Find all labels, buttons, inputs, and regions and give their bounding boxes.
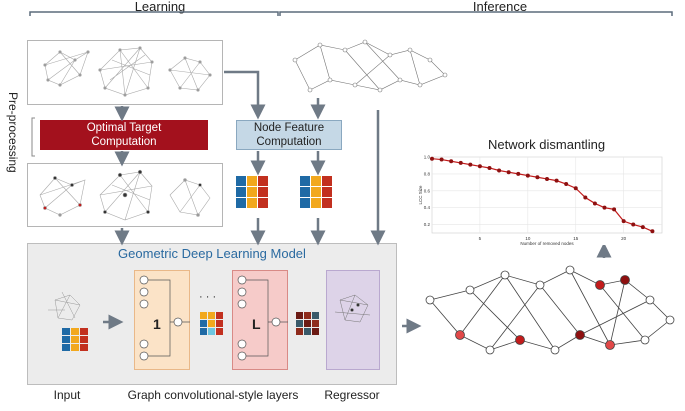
learning-bracket xyxy=(29,11,279,16)
regressor-label: Regressor xyxy=(324,388,380,402)
data-point xyxy=(592,201,597,206)
gdl-model-title: Geometric Deep Learning Model xyxy=(118,246,306,261)
data-point xyxy=(650,229,655,234)
data-point xyxy=(525,173,530,178)
y-tick-label: 0.4 xyxy=(424,205,431,210)
y-tick-label: 0.2 xyxy=(424,222,431,227)
data-point xyxy=(554,178,559,183)
labeled-graph-1 xyxy=(39,176,86,217)
y-axis-label: LCC Size xyxy=(418,185,423,205)
preprocessing-bracket xyxy=(31,117,35,157)
data-point xyxy=(497,168,502,173)
lcc-chart: 5 10 15 20 1.0 0.8 0.6 0.4 0.2 Number of removed … xyxy=(418,153,668,245)
node-feature-label: Node Feature Computation xyxy=(253,122,325,148)
output-feature-matrix xyxy=(296,312,319,335)
feature-matrix-1 xyxy=(236,176,268,208)
layers-ellipsis: · · · xyxy=(199,291,217,303)
input-graph xyxy=(48,291,81,321)
data-point xyxy=(545,176,549,181)
inference-bracket xyxy=(279,11,673,16)
layer-last-nodes xyxy=(237,275,288,361)
layers-label: Graph convolutional-style layers xyxy=(127,388,299,402)
data-point xyxy=(602,205,607,210)
dismantled-network-nodes xyxy=(425,265,675,355)
data-point xyxy=(516,171,521,176)
data-point xyxy=(583,195,588,200)
lcc-chart-svg: 5 10 15 20 1.0 0.8 0.6 0.4 0.2 Number of removed … xyxy=(418,155,663,245)
training-graphs-panel xyxy=(27,40,223,105)
data-point xyxy=(612,207,617,212)
dismantling-title: Network dismantling xyxy=(488,137,606,152)
flow-arrows xyxy=(103,70,612,334)
y-tick-label: 1.0 xyxy=(424,155,431,160)
data-point xyxy=(468,162,473,167)
input-feature-matrix xyxy=(62,328,88,351)
y-tick-label: 0.8 xyxy=(424,171,431,176)
layer-last-number: L xyxy=(252,316,261,332)
training-graph-3 xyxy=(168,56,212,92)
x-tick-label: 5 xyxy=(479,236,482,241)
data-point xyxy=(631,222,636,227)
labeled-graph-3 xyxy=(169,178,211,217)
data-point xyxy=(430,156,434,161)
data-point xyxy=(564,182,569,187)
data-point xyxy=(487,165,492,170)
y-tick-label: 0.6 xyxy=(424,188,431,193)
input-label: Input xyxy=(53,388,81,402)
regressor-block xyxy=(326,270,380,370)
labeled-graph-2 xyxy=(99,169,153,221)
data-point xyxy=(449,159,454,164)
regressor-graph xyxy=(334,294,371,323)
x-axis-label: Number of removed nodes xyxy=(520,241,574,245)
inference-header: Inference xyxy=(472,0,528,14)
layer-first-nodes xyxy=(139,275,190,361)
optimal-target-label: Optimal Target Computation xyxy=(86,122,162,148)
data-point xyxy=(535,175,540,180)
x-tick-label: 20 xyxy=(621,236,627,241)
data-point xyxy=(458,160,463,165)
data-point xyxy=(640,225,645,230)
node-feature-box: Node Feature Computation xyxy=(236,120,342,150)
dismantled-network xyxy=(429,269,671,351)
x-tick-label: 10 xyxy=(525,236,531,241)
data-point xyxy=(506,170,511,175)
data-point xyxy=(439,157,444,162)
inference-graph-small xyxy=(292,39,448,93)
learning-header: Learning xyxy=(134,0,186,14)
training-graph-1 xyxy=(43,50,90,87)
layer-first-number: 1 xyxy=(153,316,161,332)
data-point xyxy=(621,219,626,224)
feature-matrix-2 xyxy=(300,176,332,208)
chart-plot-area xyxy=(431,156,663,234)
data-point xyxy=(573,186,578,191)
hidden-feature-matrix xyxy=(200,312,223,335)
x-tick-label: 15 xyxy=(573,236,579,241)
optimal-target-box: Optimal Target Computation xyxy=(40,120,208,150)
data-point xyxy=(477,164,482,169)
training-graph-2 xyxy=(98,46,154,97)
